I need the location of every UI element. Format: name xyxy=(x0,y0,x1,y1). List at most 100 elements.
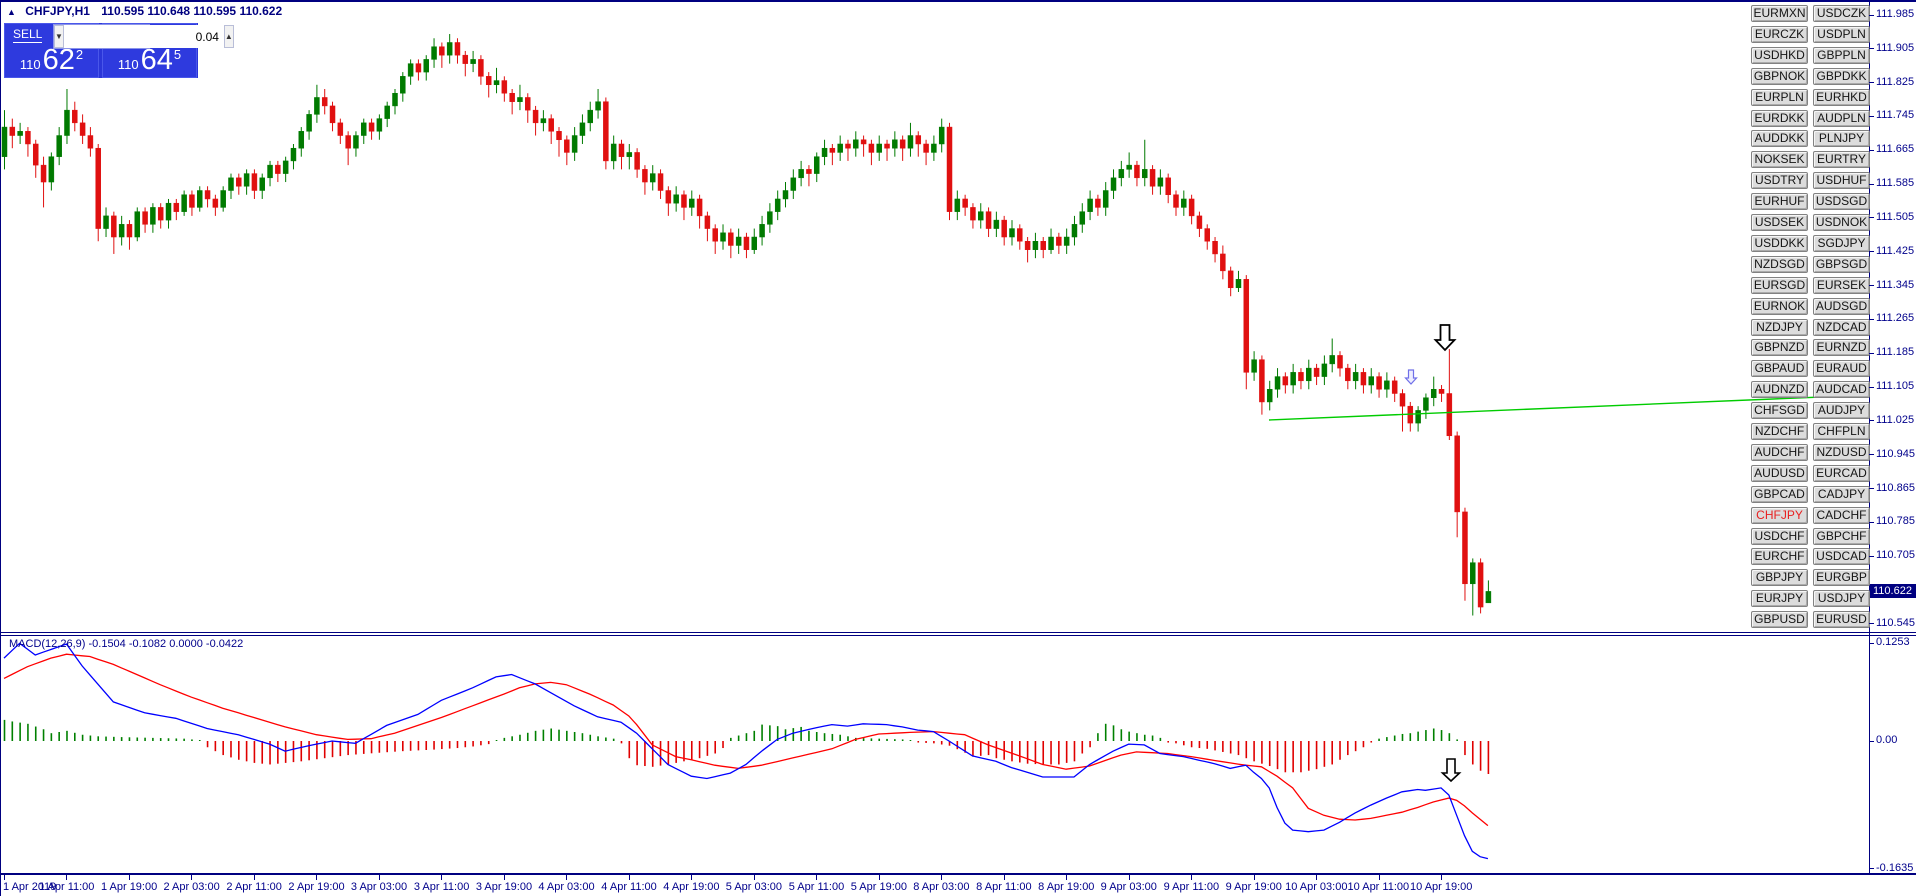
time-axis-label: 4 Apr 19:00 xyxy=(663,881,720,893)
symbol-button-sgdjpy[interactable]: SGDJPY xyxy=(1813,234,1870,252)
symbol-button-nzdusd[interactable]: NZDUSD xyxy=(1813,443,1870,461)
price-axis-label: 111.825 xyxy=(1876,75,1915,88)
price-axis-label: 111.025 xyxy=(1876,413,1915,426)
symbol-button-usdchf[interactable]: USDCHF xyxy=(1751,527,1808,545)
symbol-button-usdjpy[interactable]: USDJPY xyxy=(1813,590,1870,608)
price-axis-label: 111.345 xyxy=(1876,278,1915,291)
symbol-button-cadjpy[interactable]: CADJPY xyxy=(1813,485,1870,503)
sell-signal-arrow-icon[interactable] xyxy=(1433,324,1457,352)
volume-input[interactable] xyxy=(63,25,224,48)
symbol-button-gbppln[interactable]: GBPPLN xyxy=(1813,46,1870,64)
candlestick-chart[interactable] xyxy=(1,2,1869,873)
symbol-button-audsgd[interactable]: AUDSGD xyxy=(1813,297,1870,315)
symbol-button-eurmxn[interactable]: EURMXN xyxy=(1751,5,1808,22)
symbol-button-nzdcad[interactable]: NZDCAD xyxy=(1813,318,1870,336)
symbol-button-eurtry[interactable]: EURTRY xyxy=(1813,151,1870,169)
time-tick xyxy=(691,875,693,880)
symbol-button-audjpy[interactable]: AUDJPY xyxy=(1813,402,1870,420)
symbol-button-eurusd[interactable]: EURUSD xyxy=(1813,611,1870,629)
symbol-button-nzdsgd[interactable]: NZDSGD xyxy=(1751,255,1808,273)
time-axis-label: 9 Apr 03:00 xyxy=(1100,881,1157,893)
symbol-button-gbpdkk[interactable]: GBPDKK xyxy=(1813,67,1870,85)
price-axis-label: 110.545 xyxy=(1876,616,1915,629)
ohlc-values: 110.595 110.648 110.595 110.622 xyxy=(101,4,283,18)
axis-tick xyxy=(1869,48,1874,50)
trendline[interactable] xyxy=(1268,393,1869,421)
watchlist-row: GBPUSD EURUSD xyxy=(1751,611,1870,629)
symbol-button-usddkk[interactable]: USDDKK xyxy=(1751,234,1808,252)
buy-big-figure: 110 xyxy=(117,57,139,72)
symbol-button-chfpln[interactable]: CHFPLN xyxy=(1813,423,1870,440)
symbol-button-usdczk[interactable]: USDCZK xyxy=(1813,5,1870,22)
symbol-button-gbpjpy[interactable]: GBPJPY xyxy=(1751,569,1808,587)
buy-pips: 64 xyxy=(140,44,173,76)
watchlist-row: USDDKK SGDJPY xyxy=(1751,234,1870,252)
symbol-button-eurnok[interactable]: EURNOK xyxy=(1751,297,1808,315)
symbol-button-gbpnok[interactable]: GBPNOK xyxy=(1751,67,1808,85)
symbol-button-usdcad[interactable]: USDCAD xyxy=(1813,548,1870,566)
volume-increase-button[interactable]: ▲ xyxy=(223,25,234,48)
time-tick xyxy=(191,875,193,880)
macd-indicator-chart[interactable] xyxy=(1,636,1869,873)
symbol-button-eurdkk[interactable]: EURDKK xyxy=(1751,109,1808,127)
symbol-button-chfjpy[interactable]: CHFJPY xyxy=(1751,506,1808,524)
watchlist-row: EURJPY USDJPY xyxy=(1751,590,1870,608)
symbol-button-usdtry[interactable]: USDTRY xyxy=(1751,172,1808,190)
symbol-button-audpln[interactable]: AUDPLN xyxy=(1813,109,1870,127)
time-axis[interactable]: 1 Apr 2019 1 Apr 11:00 1 Apr 19:00 2 Apr 03… xyxy=(1,873,1916,896)
symbol-button-eurchf[interactable]: EURCHF xyxy=(1751,548,1808,566)
time-axis-label: 4 Apr 03:00 xyxy=(538,881,595,893)
symbol-button-eurgbp[interactable]: EURGBP xyxy=(1813,569,1870,587)
small-sell-arrow-icon[interactable] xyxy=(1404,369,1418,385)
buy-pipette: 5 xyxy=(173,47,182,62)
symbol-button-auddkk[interactable]: AUDDKK xyxy=(1751,130,1808,148)
symbol-button-audnzd[interactable]: AUDNZD xyxy=(1751,381,1808,399)
watchlist-row: AUDNZD AUDCAD xyxy=(1751,381,1870,399)
symbol-button-chfsgd[interactable]: CHFSGD xyxy=(1751,402,1808,420)
symbol-button-gbpnzd[interactable]: GBPNZD xyxy=(1751,339,1808,357)
time-axis-label: 5 Apr 03:00 xyxy=(725,881,783,893)
symbol-button-eurjpy[interactable]: EURJPY xyxy=(1751,590,1808,608)
symbol-button-usdpln[interactable]: USDPLN xyxy=(1813,25,1870,43)
symbol-button-gbpcad[interactable]: GBPCAD xyxy=(1751,485,1808,503)
symbol-button-eursgd[interactable]: EURSGD xyxy=(1751,276,1808,294)
axis-tick xyxy=(1869,149,1874,151)
symbol-button-eurczk[interactable]: EURCZK xyxy=(1751,25,1808,43)
symbol-button-usdhkd[interactable]: USDHKD xyxy=(1751,46,1808,64)
volume-decrease-button[interactable]: ▼ xyxy=(54,25,64,48)
symbol-button-eurpln[interactable]: EURPLN xyxy=(1751,88,1808,106)
symbol-button-nzdjpy[interactable]: NZDJPY xyxy=(1751,318,1808,336)
symbol-button-usdnok[interactable]: USDNOK xyxy=(1813,214,1870,231)
watchlist-row: AUDCHF NZDUSD xyxy=(1751,443,1870,461)
symbol-button-gbpsgd[interactable]: GBPSGD xyxy=(1813,255,1870,273)
symbol-button-audusd[interactable]: AUDUSD xyxy=(1751,464,1808,482)
symbol-button-eurhuf[interactable]: EURHUF xyxy=(1751,193,1808,211)
symbol-button-eurcad[interactable]: EURCAD xyxy=(1813,464,1870,482)
symbol-button-eurnzd[interactable]: EURNZD xyxy=(1813,339,1870,357)
symbol-button-plnjpy[interactable]: PLNJPY xyxy=(1813,130,1870,148)
symbol-button-gbpchf[interactable]: GBPCHF xyxy=(1813,527,1870,545)
symbol-button-usdsgd[interactable]: USDSGD xyxy=(1813,193,1870,211)
axis-tick xyxy=(1869,868,1874,870)
time-tick xyxy=(1191,875,1193,880)
symbol-button-audcad[interactable]: AUDCAD xyxy=(1813,381,1870,399)
symbol-button-cadchf[interactable]: CADCHF xyxy=(1813,506,1870,524)
macd-scale-label: 0.1253 xyxy=(1876,636,1910,648)
symbol-button-euraud[interactable]: EURAUD xyxy=(1813,360,1870,378)
symbol-button-noksek[interactable]: NOKSEK xyxy=(1751,151,1808,169)
symbol-button-eursek[interactable]: EURSEK xyxy=(1813,276,1870,294)
watchlist-row: EURPLN EURHKD xyxy=(1751,88,1870,106)
panel-separator-bottom xyxy=(1,635,1916,636)
symbol-button-usdhuf[interactable]: USDHUF xyxy=(1813,172,1870,190)
symbol-button-gbpaud[interactable]: GBPAUD xyxy=(1751,360,1808,378)
symbol-button-eurhkd[interactable]: EURHKD xyxy=(1813,88,1870,106)
collapse-panel-icon[interactable]: ▲ xyxy=(7,7,16,17)
symbol-button-gbpusd[interactable]: GBPUSD xyxy=(1751,611,1808,629)
time-axis-line xyxy=(1,873,1916,875)
symbol-button-usdsek[interactable]: USDSEK xyxy=(1751,214,1808,231)
panel-separator-top[interactable] xyxy=(1,632,1916,633)
symbol-button-audchf[interactable]: AUDCHF xyxy=(1751,443,1808,461)
macd-sell-arrow-icon[interactable] xyxy=(1440,758,1462,783)
sell-button[interactable]: SELL 110 62 2 xyxy=(4,23,99,78)
symbol-button-nzdchf[interactable]: NZDCHF xyxy=(1751,423,1808,440)
